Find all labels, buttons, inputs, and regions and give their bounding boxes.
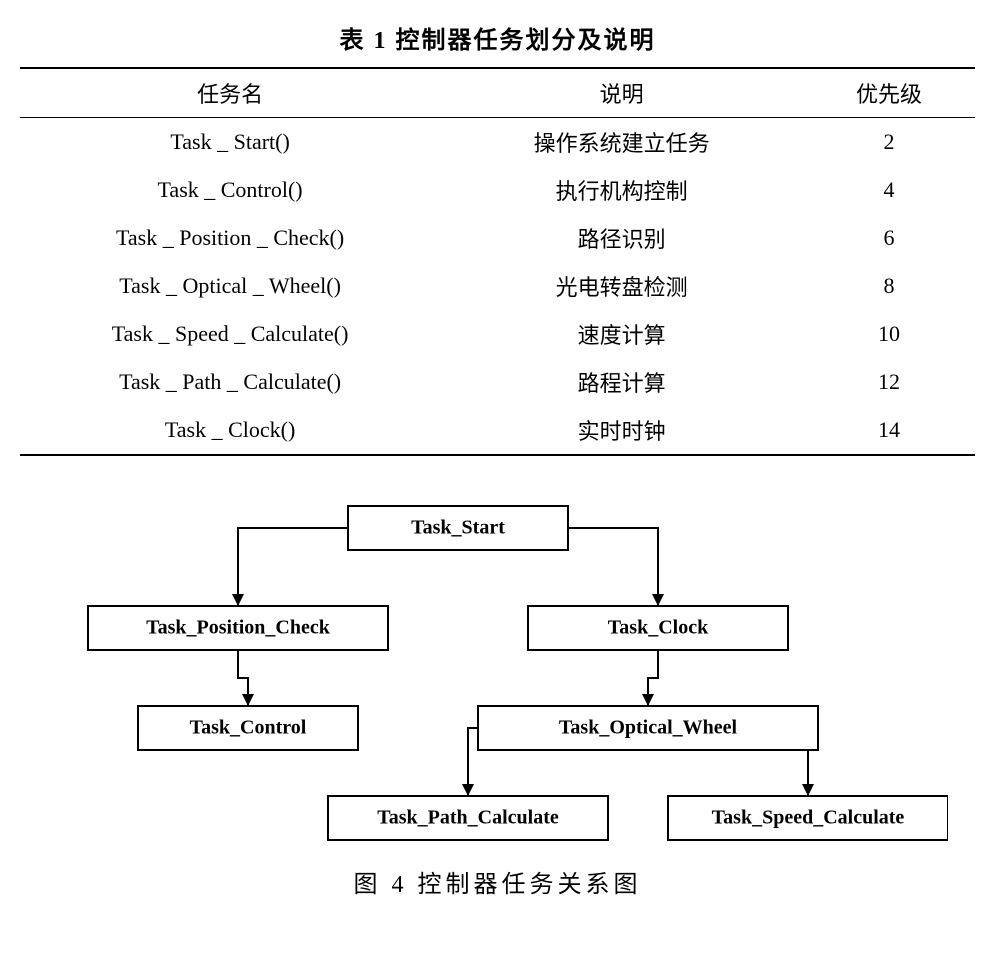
- table-row: Task _ Clock()实时时钟14: [20, 406, 975, 455]
- table-title: 表 1 控制器任务划分及说明: [20, 20, 975, 55]
- cell-task-name: Task _ Optical _ Wheel(): [20, 262, 440, 310]
- flowchart-svg: Task_Start Task_Position_Check Task_Clock T…: [48, 486, 948, 846]
- flow-node: Task_Clock: [528, 606, 788, 650]
- cell-task-name: Task _ Path _ Calculate(): [20, 358, 440, 406]
- flow-node: Task_Optical_Wheel: [478, 706, 818, 750]
- table-row: Task _ Start()操作系统建立任务2: [20, 118, 975, 167]
- flow-node-label: Task_Position_Check: [146, 617, 331, 639]
- flow-edge: [468, 728, 478, 796]
- col-task-name: 任务名: [20, 68, 440, 118]
- flow-node-label: Task_Optical_Wheel: [558, 717, 737, 739]
- table-row: Task _ Path _ Calculate()路程计算12: [20, 358, 975, 406]
- flow-node-label: Task_Path_Calculate: [377, 807, 559, 829]
- flow-edge: [238, 528, 348, 606]
- table-row: Task _ Control()执行机构控制4: [20, 166, 975, 214]
- cell-description: 操作系统建立任务: [440, 118, 803, 167]
- flow-node-label: Task_Speed_Calculate: [711, 807, 904, 829]
- table-row: Task _ Position _ Check()路径识别6: [20, 214, 975, 262]
- cell-priority: 10: [803, 310, 975, 358]
- flow-node-label: Task_Clock: [607, 617, 708, 639]
- cell-task-name: Task _ Position _ Check(): [20, 214, 440, 262]
- flow-node: Task_Position_Check: [88, 606, 388, 650]
- figure-caption: 图 4 控制器任务关系图: [20, 864, 975, 899]
- cell-task-name: Task _ Speed _ Calculate(): [20, 310, 440, 358]
- cell-description: 速度计算: [440, 310, 803, 358]
- cell-description: 路径识别: [440, 214, 803, 262]
- col-priority: 优先级: [803, 68, 975, 118]
- flow-edge: [648, 650, 658, 706]
- table-header-row: 任务名 说明 优先级: [20, 68, 975, 118]
- cell-priority: 6: [803, 214, 975, 262]
- flow-node-label: Task_Start: [411, 517, 505, 539]
- task-table: 任务名 说明 优先级 Task _ Start()操作系统建立任务2Task _…: [20, 67, 975, 456]
- flow-edge: [238, 650, 248, 706]
- col-description: 说明: [440, 68, 803, 118]
- cell-priority: 4: [803, 166, 975, 214]
- flow-node-label: Task_Control: [189, 717, 306, 739]
- cell-description: 执行机构控制: [440, 166, 803, 214]
- cell-priority: 2: [803, 118, 975, 167]
- table-row: Task _ Optical _ Wheel()光电转盘检测8: [20, 262, 975, 310]
- cell-description: 实时时钟: [440, 406, 803, 455]
- cell-task-name: Task _ Start(): [20, 118, 440, 167]
- flow-node: Task_Speed_Calculate: [668, 796, 948, 840]
- flow-node: Task_Path_Calculate: [328, 796, 608, 840]
- cell-priority: 14: [803, 406, 975, 455]
- cell-task-name: Task _ Clock(): [20, 406, 440, 455]
- cell-priority: 12: [803, 358, 975, 406]
- flow-node: Task_Control: [138, 706, 358, 750]
- flow-node: Task_Start: [348, 506, 568, 550]
- diagram-container: Task_Start Task_Position_Check Task_Clock T…: [20, 486, 975, 846]
- flow-edge: [568, 528, 658, 606]
- cell-description: 路程计算: [440, 358, 803, 406]
- cell-description: 光电转盘检测: [440, 262, 803, 310]
- cell-priority: 8: [803, 262, 975, 310]
- table-row: Task _ Speed _ Calculate()速度计算10: [20, 310, 975, 358]
- cell-task-name: Task _ Control(): [20, 166, 440, 214]
